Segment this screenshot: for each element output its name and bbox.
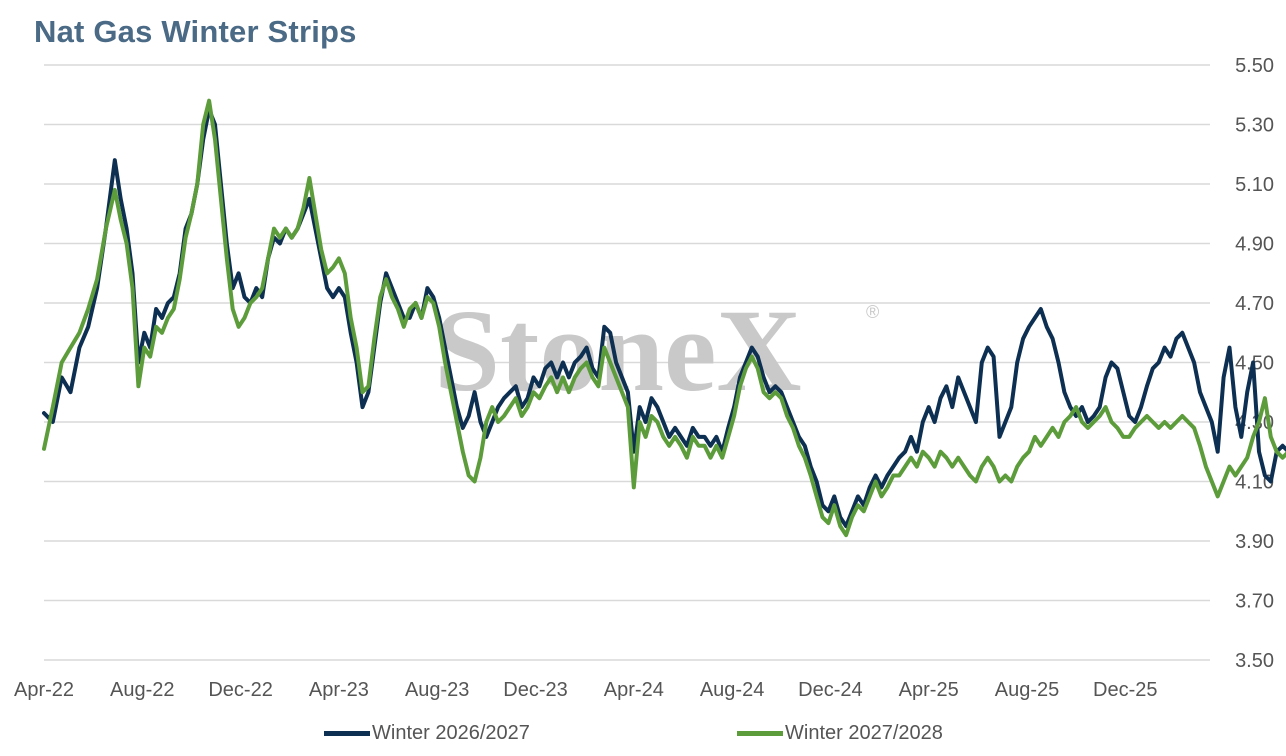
x-tick-label: Aug-24 [700, 679, 765, 701]
y-tick-label: 5.50 [1235, 55, 1274, 77]
x-tick-label: Apr-24 [604, 679, 664, 701]
x-tick-label: Aug-22 [110, 679, 175, 701]
x-tick-label: Dec-24 [798, 679, 862, 701]
x-tick-label: Dec-23 [503, 679, 567, 701]
x-tick-label: Dec-25 [1093, 679, 1157, 701]
x-tick-label: Apr-23 [309, 679, 369, 701]
y-tick-label: 4.90 [1235, 234, 1274, 256]
legend-swatch [324, 731, 370, 736]
series-lines [42, 98, 1286, 538]
y-tick-label: 5.30 [1235, 115, 1274, 137]
legend-item-winter-2027-2028: Winter 2027/2028 [737, 722, 943, 745]
y-tick-label: 5.10 [1235, 174, 1274, 196]
x-tick-label: Apr-25 [899, 679, 959, 701]
legend-label: Winter 2027/2028 [785, 722, 943, 744]
watermark: StoneX [434, 285, 801, 416]
legend-swatch [737, 731, 783, 736]
chart-title: Nat Gas Winter Strips [34, 14, 357, 49]
legend-item-winter-2026-2027: Winter 2026/2027 [324, 722, 530, 745]
watermark-registered-mark: ® [866, 302, 879, 322]
x-tick-label: Aug-23 [405, 679, 470, 701]
x-axis-ticks: Apr-22 Aug-22 Dec-22 Apr-23 Aug-23 Dec-23 Apr-… [14, 679, 1158, 701]
x-tick-label: Dec-22 [208, 679, 272, 701]
legend-label: Winter 2026/2027 [372, 722, 530, 744]
y-tick-label: 4.70 [1235, 293, 1274, 315]
y-tick-label: 3.70 [1235, 591, 1274, 613]
x-tick-label: Aug-25 [995, 679, 1060, 701]
y-tick-label: 3.50 [1235, 650, 1274, 672]
series-line-winter-2027-2028 [42, 98, 1286, 538]
y-tick-label: 4.10 [1235, 472, 1274, 494]
y-tick-label: 3.90 [1235, 531, 1274, 553]
gridlines [44, 64, 1210, 661]
x-tick-label: Apr-22 [14, 679, 74, 701]
